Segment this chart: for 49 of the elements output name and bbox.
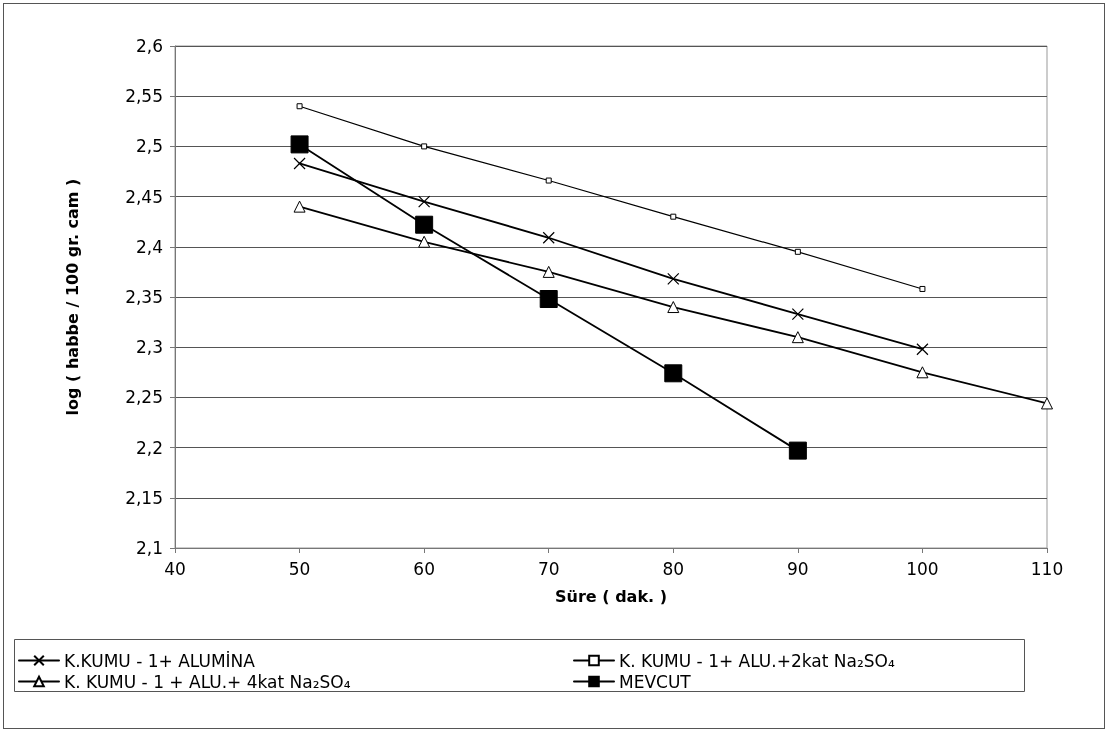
point [919, 285, 926, 292]
x-tick-label: 100 [906, 558, 939, 579]
point [293, 157, 306, 170]
legend-label: K.KUMU - 1+ ALUMİNA [64, 650, 256, 671]
y-tick-label: 2,35 [125, 287, 163, 307]
point [545, 177, 552, 184]
point [916, 343, 929, 356]
point [670, 213, 677, 220]
point [542, 265, 555, 278]
y-tick-label: 2,1 [135, 538, 163, 558]
y-tick-label: 2,4 [135, 236, 163, 257]
point [421, 143, 428, 150]
legend-label: K. KUMU - 1 + ALU.+ 4kat Na₂SO₄ [64, 671, 351, 692]
y-tick-label: 2,5 [135, 136, 163, 157]
point [539, 290, 558, 309]
point [667, 272, 680, 286]
y-tick-label: 2,6 [135, 36, 163, 56]
x-axis-title: Süre ( dak. ) [555, 586, 667, 606]
point [788, 441, 807, 460]
legend-label: K. KUMU - 1+ ALU.+2kat Na₂SO₄ [619, 650, 895, 671]
point [667, 301, 680, 314]
y-tick-label: 2,25 [125, 387, 163, 408]
point [290, 135, 309, 154]
point [916, 366, 929, 379]
point [418, 195, 431, 208]
point [415, 215, 434, 234]
x-tick-label: 80 [662, 558, 685, 579]
point [418, 235, 431, 248]
x-tick-label: 40 [164, 558, 186, 579]
y-tick-label: 2,45 [125, 186, 163, 207]
y-tick-label: 2,2 [135, 437, 163, 458]
point [791, 307, 804, 321]
legend-label: MEVCUT [619, 671, 692, 692]
y-tick-label: 2,55 [125, 86, 163, 107]
y-tick-label: 2,3 [135, 337, 163, 358]
x-tick-label: 60 [413, 558, 435, 579]
y-axis-title: log ( habbe / 100 gr. cam ) [62, 178, 82, 416]
x-tick-label: 50 [288, 558, 311, 579]
point [794, 248, 801, 255]
y-tick-label: 2,15 [125, 487, 163, 508]
point [664, 364, 683, 383]
x-tick-label: 90 [787, 558, 809, 579]
point [542, 231, 555, 244]
point [293, 200, 306, 213]
x-tick-label: 70 [537, 558, 560, 579]
x-tick-label: 110 [1030, 558, 1064, 579]
point [791, 331, 804, 344]
point [296, 103, 303, 110]
point [1041, 397, 1053, 410]
